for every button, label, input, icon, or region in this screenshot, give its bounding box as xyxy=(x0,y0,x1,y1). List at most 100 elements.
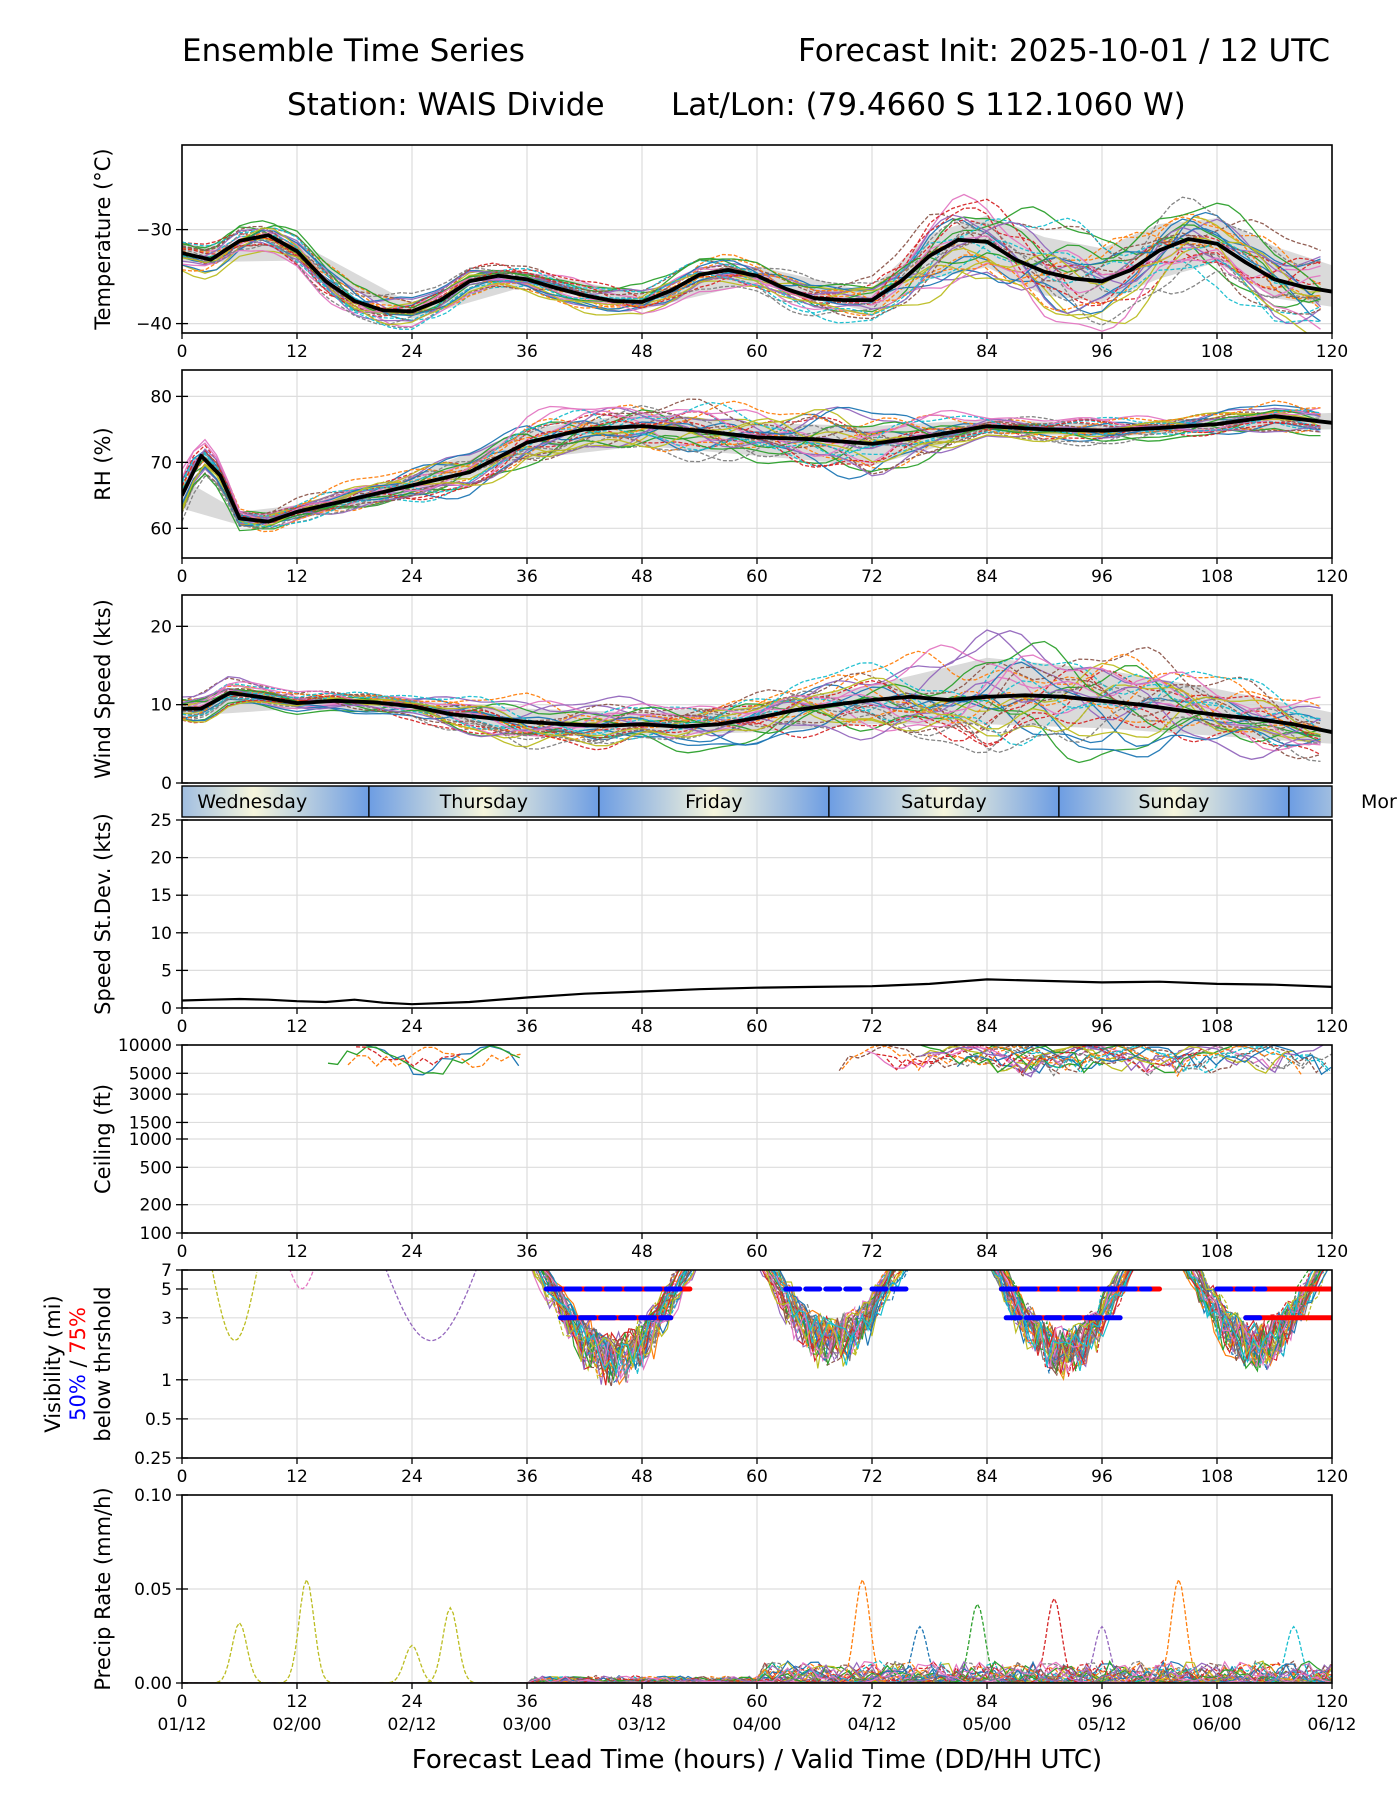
x-tick-label: 96 xyxy=(1091,567,1113,587)
x-tick-label: 108 xyxy=(1201,567,1233,587)
y-axis-label: Ceiling (ft) xyxy=(91,1084,115,1194)
day-label: Mor xyxy=(1361,791,1397,813)
x-tick-label: 108 xyxy=(1201,1242,1233,1262)
x-valid-time-label: 03/00 xyxy=(503,1715,552,1735)
day-strip: Wednesday Thursday Friday Saturday Sunday Mor xyxy=(181,785,1397,818)
y-axis-label-visibility: Visibility (mi) 50% / 75% below thrshold xyxy=(41,1286,115,1441)
ensemble-member xyxy=(1073,1625,1131,1683)
y-tick-label: 1000 xyxy=(129,1130,172,1150)
x-tick-label: 60 xyxy=(746,342,768,362)
ensemble-member xyxy=(182,683,1321,763)
ensemble-member xyxy=(772,1270,894,1341)
day-label: Friday xyxy=(685,791,743,813)
ensemble-member xyxy=(1200,1270,1329,1364)
ensemble-member xyxy=(277,1577,333,1683)
ensemble-member xyxy=(778,1270,895,1362)
ensemble-member xyxy=(182,646,1321,731)
panel-temperature: −30 −400 12 24 36 48 60 72 84 96 108 120 Temperature… xyxy=(91,144,1348,362)
ensemble-member xyxy=(1186,1270,1315,1364)
ensemble-member xyxy=(211,1270,258,1342)
station-latlon: Lat/Lon: (79.4660 S 112.1060 W) xyxy=(671,87,1186,123)
y-axis-label: Temperature (°C) xyxy=(91,148,115,330)
x-tick-label: 120 xyxy=(1316,1017,1348,1037)
ensemble-member xyxy=(1198,1270,1313,1350)
ensemble-member xyxy=(765,1270,894,1356)
y-tick-label: 3 xyxy=(161,1309,172,1329)
ensemble-member xyxy=(920,1045,1295,1074)
x-tick-label: 24 xyxy=(401,342,423,362)
ensemble-member xyxy=(838,1045,1060,1075)
day-cell xyxy=(598,786,829,817)
ensemble-member xyxy=(182,401,1321,517)
x-tick-label: 36 xyxy=(516,1467,538,1487)
ensemble-member xyxy=(1182,1270,1323,1366)
ensemble-member xyxy=(995,1270,1121,1376)
ensemble-member xyxy=(770,1270,893,1363)
x-tick-label: 48 xyxy=(631,1692,653,1712)
x-tick-label: 84 xyxy=(976,342,998,362)
y-tick-label: 7 xyxy=(161,1261,172,1281)
x-valid-time-label: 02/12 xyxy=(388,1715,437,1735)
ensemble-member xyxy=(182,400,1321,520)
x-tick-label: 60 xyxy=(746,1242,768,1262)
ensemble-member xyxy=(545,1270,680,1386)
x-tick-label: 72 xyxy=(861,1692,883,1712)
ensemble-member xyxy=(182,196,1321,302)
y-tick-label: 0.25 xyxy=(134,1449,172,1469)
ensemble-member xyxy=(1191,1270,1325,1354)
x-tick-label: 12 xyxy=(286,567,308,587)
y-tick-label: 10 xyxy=(150,696,172,716)
ensemble-member xyxy=(1191,1270,1319,1367)
x-valid-time-label: 06/12 xyxy=(1308,1715,1357,1735)
ensemble-member xyxy=(537,1270,683,1370)
ensemble-member xyxy=(182,670,1321,746)
x-tick-label: 108 xyxy=(1201,1467,1233,1487)
ensemble-member xyxy=(327,1045,520,1075)
x-tick-label: 48 xyxy=(631,567,653,587)
ensemble-member xyxy=(1019,1045,1327,1074)
x-tick-label: 96 xyxy=(1091,1467,1113,1487)
x-valid-time-label: 01/12 xyxy=(158,1715,207,1735)
x-tick-label: 84 xyxy=(976,1242,998,1262)
y-axis-label: Precip Rate (mm/h) xyxy=(91,1487,115,1690)
ensemble-member xyxy=(956,1045,1332,1076)
ensemble-member xyxy=(1020,1045,1329,1073)
ensemble-member xyxy=(385,1270,477,1342)
x-tick-label: 48 xyxy=(631,1242,653,1262)
y-tick-label: 15 xyxy=(150,886,172,906)
y-tick-label: 0 xyxy=(161,774,172,794)
ensemble-member xyxy=(777,1270,897,1345)
ensemble-member xyxy=(210,1621,269,1683)
x-tick-label: 48 xyxy=(631,1467,653,1487)
y-axis-label: RH (%) xyxy=(91,427,115,500)
ensemble-member xyxy=(841,1045,1303,1078)
ensemble-member xyxy=(182,216,1321,312)
ensemble-member xyxy=(182,1660,1332,1683)
x-tick-label: 72 xyxy=(861,1467,883,1487)
plot-area-ceiling xyxy=(327,1045,1332,1078)
ensemble-member xyxy=(876,1045,1031,1067)
y-tick-label: 5 xyxy=(161,1280,172,1300)
chart-title-left: Ensemble Time Series xyxy=(182,33,525,69)
x-tick-label: 84 xyxy=(976,1467,998,1487)
x-valid-time-label: 02/00 xyxy=(273,1715,322,1735)
x-tick-label: 84 xyxy=(976,1692,998,1712)
x-tick-label: 72 xyxy=(861,1017,883,1037)
x-valid-time-label: 05/12 xyxy=(1078,1715,1127,1735)
ensemble-member xyxy=(1003,1270,1125,1379)
x-tick-label: 24 xyxy=(401,1467,423,1487)
y-axis-label: Wind Speed (kts) xyxy=(91,599,115,779)
x-valid-time-label: 03/12 xyxy=(618,1715,667,1735)
x-valid-time-label: 06/00 xyxy=(1193,1715,1242,1735)
x-tick-label: 0 xyxy=(177,1017,188,1037)
y-tick-label: 0 xyxy=(161,999,172,1019)
ensemble-member xyxy=(762,1270,891,1359)
label-sep: / xyxy=(66,1354,90,1374)
plot-area-visibility xyxy=(211,1270,1332,1387)
ensemble-member xyxy=(538,1270,686,1376)
x-tick-label: 120 xyxy=(1316,1242,1348,1262)
y-tick-label: 5 xyxy=(161,961,172,981)
x-axis-title: Forecast Lead Time (hours) / Valid Time … xyxy=(412,1745,1102,1775)
day-label: Saturday xyxy=(901,791,987,813)
